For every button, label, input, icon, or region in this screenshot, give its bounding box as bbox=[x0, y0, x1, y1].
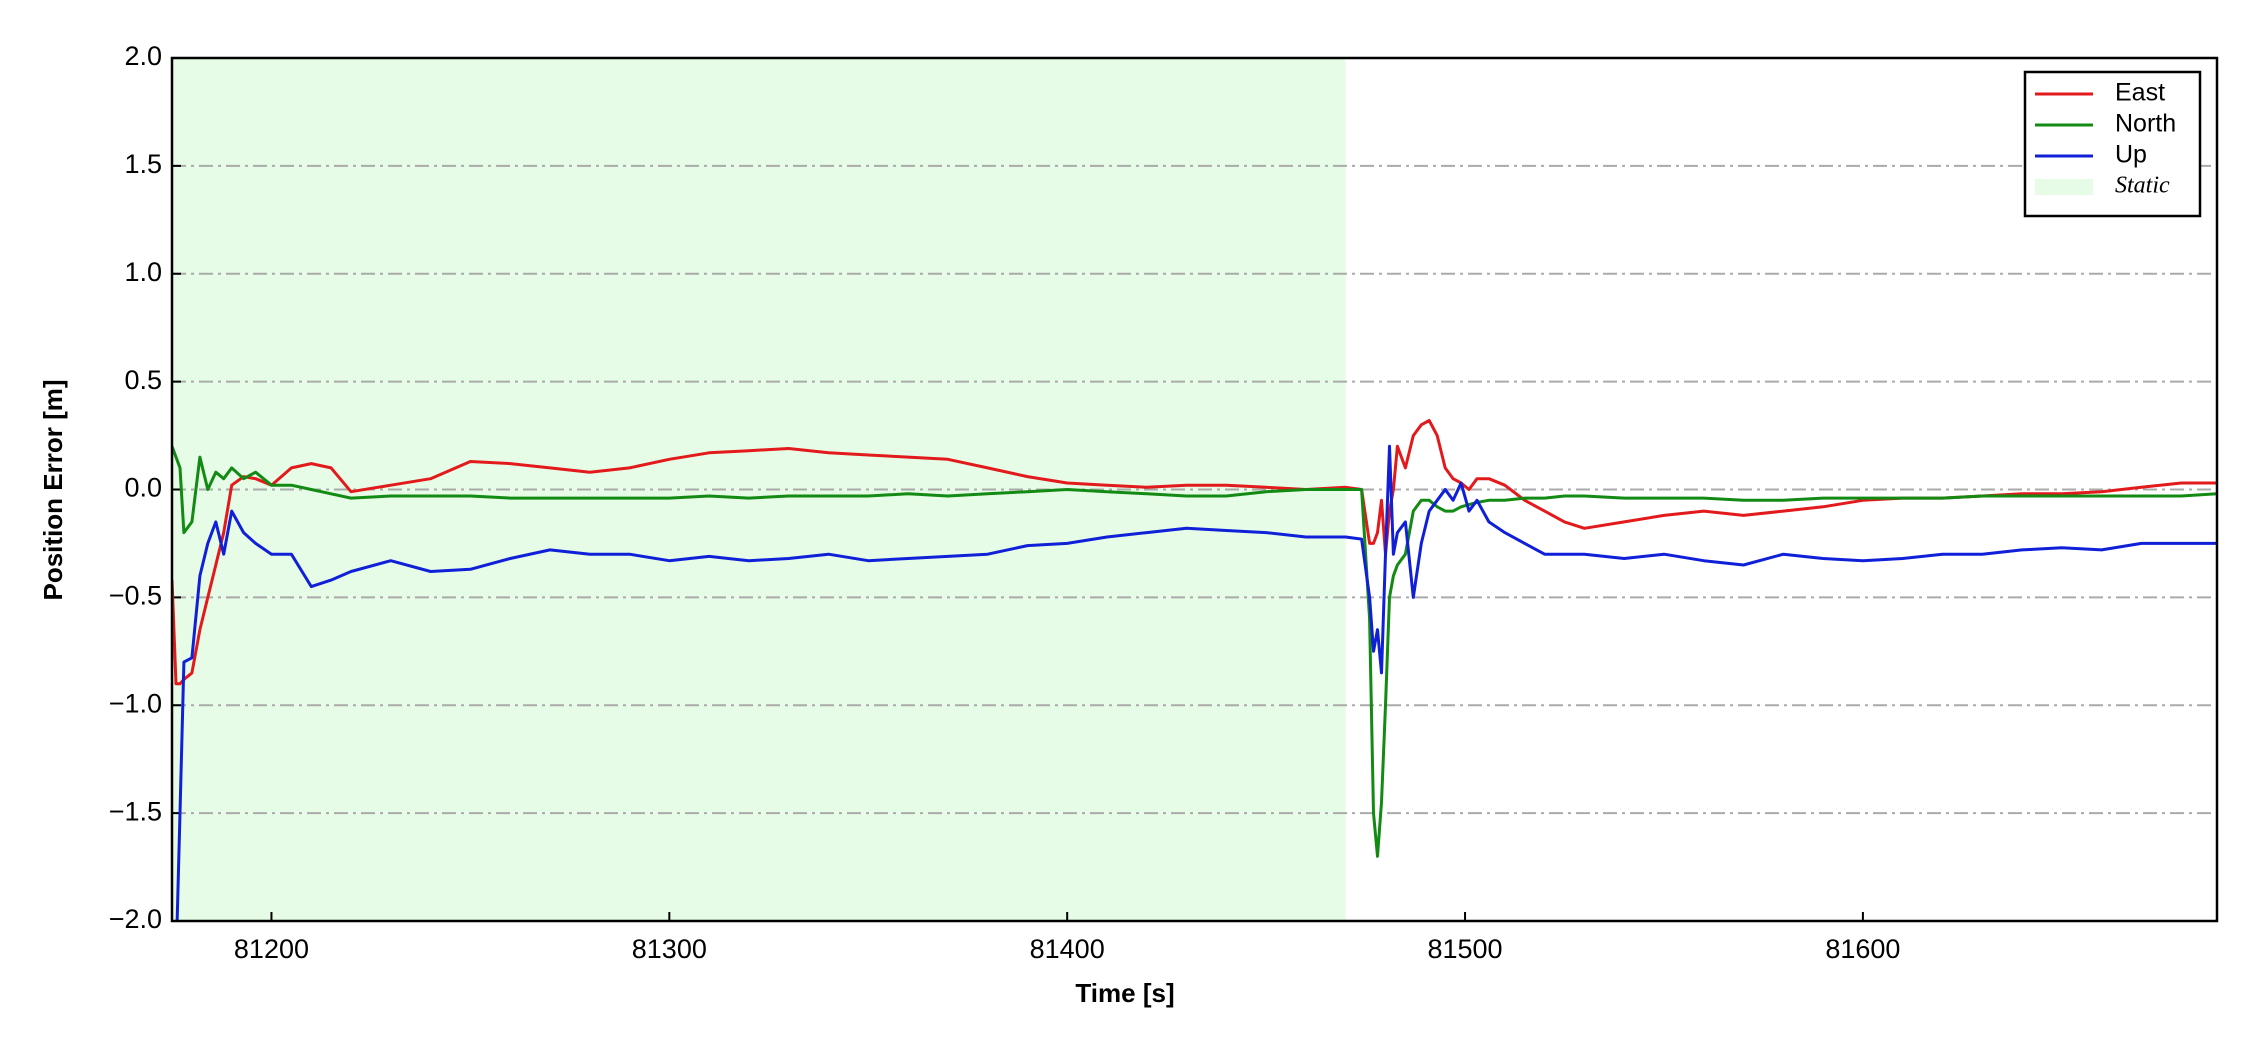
legend-label: East bbox=[2115, 79, 2165, 107]
x-tick-label: 81200 bbox=[234, 934, 309, 964]
legend-label: Static bbox=[2115, 173, 2170, 199]
y-tick-label: −1.5 bbox=[109, 796, 162, 826]
x-tick-label: 81500 bbox=[1427, 934, 1502, 964]
series-line bbox=[172, 419, 2217, 686]
series-line bbox=[172, 445, 2217, 858]
plot-frame bbox=[170, 56, 2219, 923]
series-line bbox=[175, 444, 2217, 921]
legend-swatch bbox=[2035, 179, 2093, 195]
x-tick-label: 81300 bbox=[632, 934, 707, 964]
legend-label: Up bbox=[2115, 141, 2147, 169]
y-tick-label: −0.5 bbox=[109, 581, 162, 611]
plot-lines bbox=[172, 419, 2217, 921]
x-axis-label: Time [s] bbox=[1075, 978, 1174, 1008]
y-tick-label: 0.0 bbox=[124, 473, 162, 503]
y-axis-label: Position Error [m] bbox=[38, 379, 68, 600]
y-tick-label: −2.0 bbox=[109, 904, 162, 934]
y-tick-label: 2.0 bbox=[124, 41, 162, 71]
y-tick-label: 1.5 bbox=[124, 149, 162, 179]
y-tick-label: 1.0 bbox=[124, 257, 162, 287]
legend-label: North bbox=[2115, 110, 2176, 138]
y-tick-label: 0.5 bbox=[124, 365, 162, 395]
x-tick-label: 81600 bbox=[1825, 934, 1900, 964]
x-tick-label: 81400 bbox=[1030, 934, 1105, 964]
y-tick-label: −1.0 bbox=[109, 688, 162, 718]
